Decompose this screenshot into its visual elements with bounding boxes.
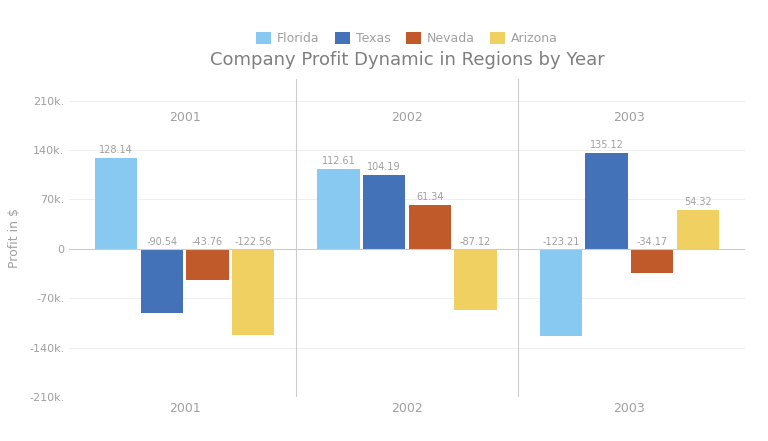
Bar [95, 158, 137, 249]
Text: 135.12: 135.12 [590, 140, 624, 150]
Bar [409, 206, 451, 249]
Bar [187, 249, 229, 280]
Bar [141, 249, 183, 313]
Bar [317, 169, 359, 249]
Text: -90.54: -90.54 [147, 237, 177, 247]
Bar [540, 249, 582, 336]
Text: 2002: 2002 [391, 111, 423, 124]
Text: -87.12: -87.12 [460, 237, 491, 247]
Text: 54.32: 54.32 [684, 197, 712, 207]
Text: 112.61: 112.61 [322, 156, 356, 166]
Bar [232, 249, 274, 335]
Text: -34.17: -34.17 [637, 237, 667, 247]
Title: Company Profit Dynamic in Regions by Year: Company Profit Dynamic in Regions by Yea… [210, 52, 604, 70]
Bar [585, 153, 627, 249]
Bar [677, 210, 719, 249]
Bar [631, 249, 674, 273]
Bar [363, 175, 406, 249]
Bar [455, 249, 497, 310]
Legend: Florida, Texas, Nevada, Arizona: Florida, Texas, Nevada, Arizona [252, 29, 562, 49]
Y-axis label: Profit in $: Profit in $ [8, 208, 21, 268]
Text: 104.19: 104.19 [367, 162, 401, 172]
Text: -122.56: -122.56 [234, 237, 272, 247]
Text: 2001: 2001 [169, 111, 200, 124]
Text: 2003: 2003 [614, 111, 645, 124]
Text: 61.34: 61.34 [416, 192, 444, 202]
Text: -123.21: -123.21 [542, 237, 580, 247]
Text: 128.14: 128.14 [99, 145, 133, 155]
Text: -43.76: -43.76 [192, 237, 223, 247]
